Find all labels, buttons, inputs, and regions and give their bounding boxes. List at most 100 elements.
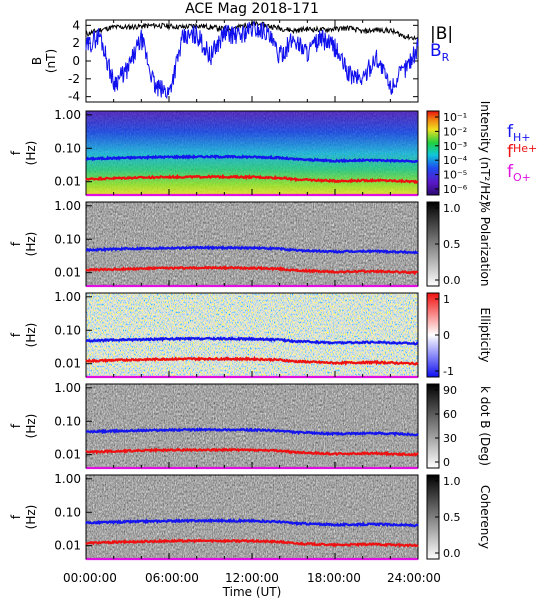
b-ytick-label: 0: [72, 54, 80, 68]
f-ylabel-line1: f: [9, 241, 23, 246]
f-ylabel-line2: (Hz): [24, 232, 38, 257]
colorbar-intensity: [426, 110, 440, 196]
x-tick-2: 12:00:00: [225, 571, 279, 585]
colorbar-tick-label: 0.0: [443, 547, 461, 560]
panel-intensity: 1.00 0.10 0.01 f (Hz) 10⁻¹10⁻² 10⁻³10⁻⁴ 10⁻⁵10⁻…: [9, 101, 492, 206]
panel-coherency: 1.00 0.10 0.01 f (Hz) 1.0 0.5 0.0 Coherency: [9, 472, 492, 561]
kdotb-spectrogram: [86, 384, 418, 468]
f-ylabel-line2: (Hz): [24, 414, 38, 439]
b-x-ticks: [85, 20, 419, 102]
panel-kdotb: 1.00 0.10 0.01 f (Hz) 90 60 30 0 k dot B (Deg): [9, 381, 492, 470]
x-tick-1: 06:00:00: [145, 571, 199, 585]
colorbar-tick-label: 0: [443, 329, 450, 342]
colorbar-label-intensity: Intensity (nT²/Hz): [478, 101, 492, 206]
colorbar-label-coherency: Coherency: [478, 485, 492, 549]
colorbar-tick-label: 0: [443, 456, 450, 469]
colorbar-tick-label: 10⁻³: [443, 140, 467, 153]
f-tick-label: 0.01: [54, 539, 81, 553]
series-f_He+: [85, 538, 419, 548]
colorbar-label-kdotb: k dot B (Deg): [478, 386, 492, 466]
f-ylabel-line2: (Hz): [24, 505, 38, 530]
colorbar-tick-label: 60: [443, 408, 457, 421]
legend-f-h: fH+: [507, 122, 531, 144]
frequency-legend: fH+ fHe+ fO+: [507, 122, 537, 184]
legend-f-o-sub: O+: [513, 171, 531, 184]
f-ylabel-line2: (Hz): [24, 323, 38, 348]
b-field-panel: 420-2-4 B (nT) |B| BR: [30, 18, 453, 103]
legend-b-r-sub: R: [442, 51, 450, 64]
legend-f-h-main: f: [507, 122, 514, 142]
f-tick-label: 0.01: [54, 266, 81, 280]
f-tick-label: 0.01: [54, 175, 81, 189]
b-ylabel-line1: B: [30, 57, 44, 65]
f-tick-label: 1.00: [54, 290, 81, 304]
f-tick-label: 1.00: [54, 108, 81, 122]
legend-f-he-main: f: [507, 142, 514, 162]
f-tick-label: 0.01: [54, 448, 81, 462]
legend-b-r: BR: [430, 41, 450, 64]
colorbar-tick-label: 30: [443, 432, 457, 445]
legend-b-r-main: B: [430, 41, 442, 61]
f-ylabel-line2: (Hz): [24, 141, 38, 166]
series-f_He+: [85, 265, 419, 276]
f-tick-label: 1.00: [54, 381, 81, 395]
f-tick-label: 0.10: [54, 232, 81, 246]
series-f_H+: [85, 336, 419, 346]
intensity-texture: [86, 111, 418, 195]
legend-f-he-sub: He+: [513, 142, 537, 155]
spectral-panels: 1.000.100.01f (Hz)10⁻¹10⁻²10⁻³10⁻⁴10⁻⁵10⁻…: [9, 101, 492, 561]
legend-f-o: fO+: [507, 162, 531, 184]
legend-f-h-sub: H+: [513, 131, 531, 144]
x-tick-3: 18:00:00: [307, 571, 361, 585]
f-ylabel-line1: f: [9, 150, 23, 155]
series-f_H+: [85, 244, 419, 255]
b-ytick-label: -4: [68, 90, 80, 104]
f-tick-label: 1.00: [54, 199, 81, 213]
x-axis-label: Time (UT): [222, 585, 282, 599]
f-tick-label: 0.01: [54, 357, 81, 371]
panel-ellipticity: 1.00 0.10 0.01 f (Hz) 1 0 -1 Ellipticity: [9, 290, 492, 379]
x-tick-4: 24:00:00: [387, 571, 441, 585]
f-tick-label: 0.10: [54, 141, 81, 155]
f-tick-label: 0.10: [54, 505, 81, 519]
b-ytick-label: 2: [72, 36, 80, 50]
colorbar-tick-label: 10⁻⁴: [443, 154, 468, 167]
legend-b-total: |B|: [430, 24, 453, 44]
legend-f-o-main: f: [507, 162, 514, 182]
b-ytick-label: 4: [72, 18, 80, 32]
colorbar-kdotb: [426, 383, 440, 469]
figure-title: ACE Mag 2018-171: [185, 1, 319, 17]
b-r-series: [85, 20, 419, 100]
series-f_H+: [85, 427, 419, 437]
f-ylabel-line1: f: [9, 332, 23, 337]
polarization-spectrogram: [86, 202, 418, 286]
f-ylabel-line1: f: [9, 423, 23, 428]
colorbar-label-ellipticity: Ellipticity: [478, 308, 492, 363]
colorbar-label-polarization: % Polarization: [478, 202, 492, 287]
colorbar-tick-label: 10⁻⁶: [443, 183, 468, 196]
colorbar-tick-label: 0.5: [443, 238, 461, 251]
f-tick-label: 0.10: [54, 414, 81, 428]
f-tick-label: 1.00: [54, 472, 81, 486]
x-axis: 00:00:00 06:00:00 12:00:00 18:00:00 24:0…: [63, 571, 441, 599]
legend-f-he: fHe+: [507, 142, 537, 162]
colorbar-tick-label: 1.0: [443, 202, 461, 215]
colorbar-tick-label: -1: [443, 365, 454, 378]
series-f_H+: [85, 517, 419, 528]
series-f_He+: [85, 355, 419, 367]
colorbar-tick-label: 10⁻¹: [443, 111, 467, 124]
colorbar-tick-label: 1: [443, 293, 450, 306]
colorbar-tick-label: 10⁻⁵: [443, 169, 467, 182]
b-ytick-label: -2: [68, 72, 80, 86]
ellipticity-spectrogram: [86, 293, 418, 377]
colorbar-tick-label: 1.0: [443, 475, 461, 488]
series-f_H+: [85, 153, 419, 164]
b-ylabel-line2: (nT): [44, 49, 58, 73]
f-ylabel-line1: f: [9, 514, 23, 519]
colorbar-tick-label: 0.0: [443, 274, 461, 287]
f-tick-label: 0.10: [54, 323, 81, 337]
x-tick-0: 00:00:00: [63, 571, 117, 585]
coherency-spectrogram: [86, 475, 418, 559]
series-f_He+: [85, 447, 419, 457]
